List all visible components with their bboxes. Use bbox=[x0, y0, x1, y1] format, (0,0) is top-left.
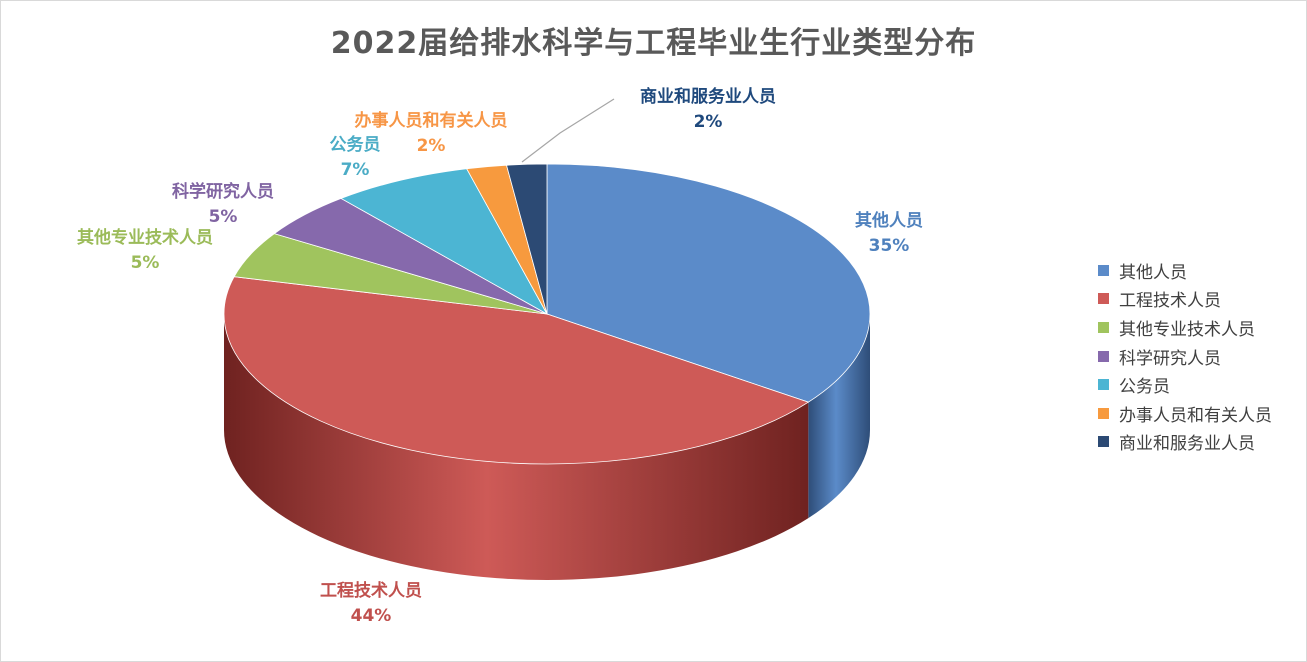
legend-swatch bbox=[1098, 436, 1109, 448]
legend-swatch bbox=[1098, 407, 1109, 419]
chart-title: 2022届给排水科学与工程毕业生行业类型分布 bbox=[330, 26, 977, 61]
data-label-7: 商业和服务业人员 2% bbox=[640, 86, 776, 132]
legend: 其他人员工程技术人员其他专业技术人员 科学研究人员 公务员办事人员和有关人员 商业和服… bbox=[1098, 256, 1272, 456]
legend-label: 其他人员 bbox=[1119, 262, 1187, 283]
legend-swatch bbox=[1098, 321, 1109, 333]
legend-label: 工程技术人员 bbox=[1119, 291, 1221, 312]
data-label-2: 工程技术人员 44% bbox=[320, 580, 422, 626]
legend-item-2: 工程技术人员 bbox=[1098, 285, 1272, 314]
legend-item-3: 其他专业技术人员 bbox=[1098, 313, 1272, 342]
pie-slice-7 bbox=[506, 163, 548, 315]
data-label-1: 其他人员 35% bbox=[855, 210, 923, 256]
data-label-5: 公务员 7% bbox=[330, 134, 381, 180]
legend-item-7: 商业和服务业人员 bbox=[1098, 428, 1272, 457]
pie-wall-2 bbox=[224, 314, 809, 580]
legend-label: 其他专业技术人员 bbox=[1119, 319, 1255, 340]
legend-swatch bbox=[1098, 293, 1109, 305]
pie-slice-1 bbox=[546, 163, 871, 403]
pie-wall-1 bbox=[808, 314, 870, 519]
legend-label: 办事人员和有关人员 bbox=[1119, 405, 1272, 426]
legend-label: 商业和服务业人员 bbox=[1119, 434, 1255, 455]
data-label-6: 办事人员和有关人员 2% bbox=[355, 110, 508, 156]
legend-item-6: 办事人员和有关人员 bbox=[1098, 399, 1272, 428]
legend-item-1: 其他人员 bbox=[1098, 256, 1272, 285]
legend-item-5: 公务员 bbox=[1098, 370, 1272, 399]
data-label-4: 科学研究人员 5% bbox=[172, 181, 274, 227]
legend-swatch bbox=[1098, 379, 1109, 391]
data-label-3: 其他专业技术人员 5% bbox=[77, 227, 213, 273]
legend-label: 科学研究人员 bbox=[1119, 348, 1221, 369]
legend-swatch bbox=[1098, 350, 1109, 362]
pie-slice-5 bbox=[340, 168, 549, 316]
leader-line bbox=[521, 98, 615, 163]
legend-label: 公务员 bbox=[1119, 377, 1170, 398]
legend-item-4: 科学研究人员 bbox=[1098, 342, 1272, 371]
legend-swatch bbox=[1098, 264, 1109, 276]
pie-slice-2 bbox=[223, 276, 810, 465]
